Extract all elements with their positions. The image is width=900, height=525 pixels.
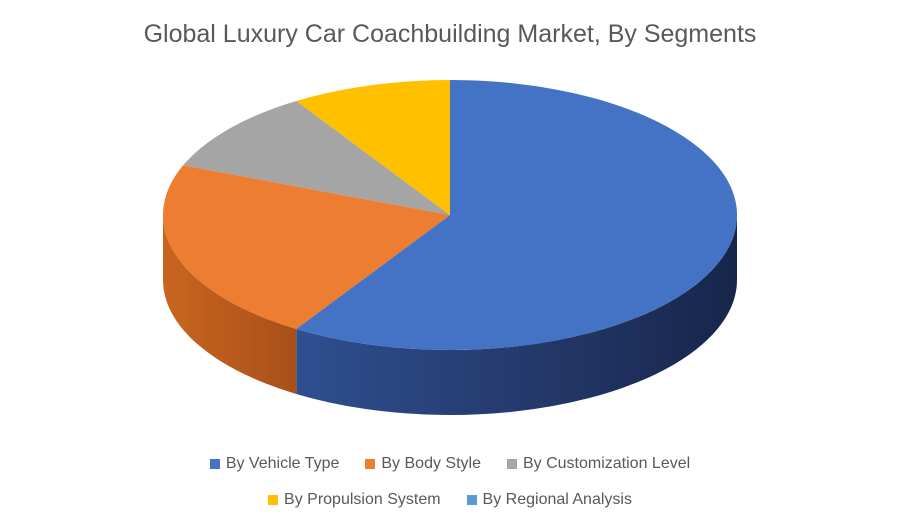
pie-side-body-style (163, 215, 297, 394)
pie-side-vehicle-type (296, 215, 737, 415)
pie-slice-vehicle-type (296, 80, 738, 350)
chart-title: Global Luxury Car Coachbuilding Market, … (143, 20, 757, 48)
legend-item-vehicle-type: By Vehicle Type (209, 455, 340, 473)
legend: By Vehicle Type By Body Style By Customi… (0, 446, 900, 518)
pie-slice-propulsion-system (296, 80, 450, 215)
legend-item-propulsion-system: By Propulsion System (268, 491, 441, 509)
legend-label: By Propulsion System (284, 491, 441, 508)
legend-swatch (365, 459, 376, 469)
legend-row-1: By Vehicle Type By Body Style By Customi… (0, 446, 900, 482)
legend-swatch (506, 459, 517, 469)
legend-label: By Body Style (381, 455, 481, 472)
legend-row-2: By Propulsion System By Regional Analysi… (0, 482, 900, 518)
legend-label: By Customization Level (522, 455, 691, 472)
legend-swatch (466, 495, 477, 505)
legend-label: By Vehicle Type (225, 455, 340, 472)
pie-slice-customization-level (183, 101, 450, 215)
legend-swatch (268, 495, 279, 505)
legend-item-customization-level: By Customization Level (506, 455, 691, 473)
pie-chart (162, 80, 738, 415)
legend-swatch (209, 459, 220, 469)
legend-item-regional-analysis: By Regional Analysis (466, 491, 632, 509)
legend-label: By Regional Analysis (482, 491, 632, 508)
legend-item-body-style: By Body Style (365, 455, 481, 473)
pie-slice-body-style (162, 165, 451, 329)
